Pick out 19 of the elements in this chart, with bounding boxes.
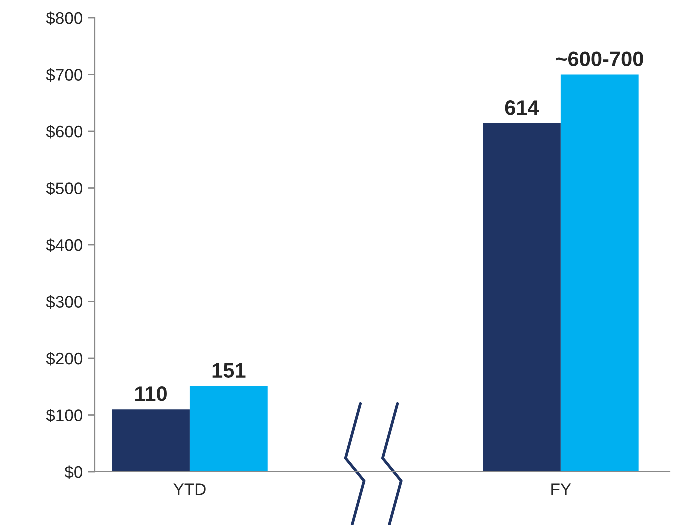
y-tick-label: $500 xyxy=(46,182,83,196)
bar xyxy=(560,74,639,472)
data-label: 110 xyxy=(136,386,167,402)
y-tick-label: $600 xyxy=(46,125,83,139)
x-tick-label: YTD xyxy=(174,484,206,496)
bar xyxy=(190,386,268,472)
y-tick-label: $400 xyxy=(46,238,83,252)
y-tick-label: $200 xyxy=(46,352,83,366)
y-tick-label: $300 xyxy=(46,295,83,309)
bar xyxy=(112,410,190,472)
data-label: 614 xyxy=(505,100,540,116)
y-tick-label: $0 xyxy=(64,466,83,480)
y-tick-label: $700 xyxy=(46,68,83,82)
data-label: ~600-700 xyxy=(556,52,644,66)
x-tick-label: FY xyxy=(552,484,572,496)
y-tick-label: $100 xyxy=(46,408,83,422)
data-label: 151 xyxy=(212,363,246,378)
y-tick-label: $800 xyxy=(46,12,83,26)
bar xyxy=(483,124,561,472)
